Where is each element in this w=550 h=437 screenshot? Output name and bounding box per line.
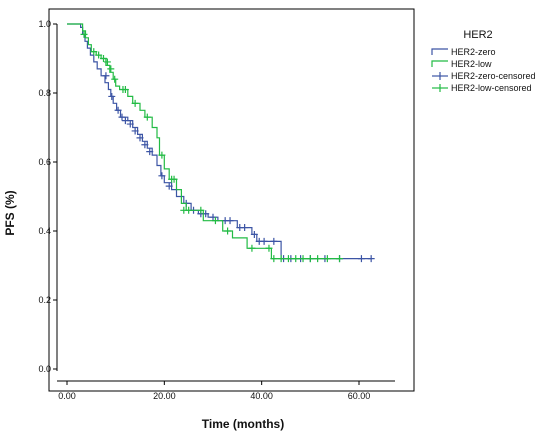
her2-zero-line	[67, 23, 372, 260]
her2-low-censor-mark	[170, 175, 178, 183]
her2-low-censor-mark	[292, 255, 300, 263]
her2-low-censor-mark	[211, 217, 219, 225]
her2-low-censor-mark	[158, 151, 166, 159]
x-axis-title: Time (months)	[202, 417, 284, 431]
her2-zero-censor-mark	[158, 172, 166, 180]
her2-zero-censor-mark	[165, 182, 173, 190]
her2-low-censor-mark	[323, 255, 331, 263]
her2-zero-censor-mark	[226, 217, 234, 225]
her2-low-censor-mark	[224, 227, 232, 235]
her2-low-censor-mark	[121, 86, 129, 94]
legend: HER2 HER2-zero HER2-low HER2-zero-censored…	[431, 29, 536, 93]
legend-label: HER2-low-censored	[451, 83, 532, 93]
y-tick-label: 0.6	[38, 157, 51, 167]
plot-area: 0.0 0.2 0.4 0.6 0.8 1.0 0.00 20.00 40.00 60.00	[38, 8, 415, 401]
her2-low-censor-mark	[185, 206, 193, 214]
her2-low-censor-mark	[299, 255, 307, 263]
x-tick-label: 60.00	[348, 391, 371, 401]
her2-low-censor-mark	[248, 244, 256, 252]
her2-zero-censor-mark	[136, 134, 144, 142]
y-axis-title: PFS (%)	[3, 190, 17, 235]
her2-zero-censor-mark	[357, 255, 365, 263]
legend-title: HER2	[463, 29, 492, 41]
legend-label: HER2-zero	[451, 47, 496, 57]
her2-zero-censor-mark	[250, 230, 258, 238]
her2-zero-censor-mark	[146, 148, 154, 156]
her2-zero-censor-mark	[114, 106, 122, 114]
her2-low-censor-mark	[197, 206, 205, 214]
her2-zero-censor-mark	[121, 117, 129, 125]
y-tick-label: 0.0	[38, 364, 51, 374]
x-tick-label: 40.00	[250, 391, 273, 401]
x-tick-label: 20.00	[153, 391, 176, 401]
her2-low-censor-mark	[265, 244, 273, 252]
her2-low-censor-mark	[80, 30, 88, 38]
y-tick-label: 0.4	[38, 226, 51, 236]
y-tick-label: 0.2	[38, 295, 51, 305]
her2-zero-censor-mark	[260, 237, 268, 245]
her2-zero-censor-mark	[108, 92, 116, 100]
legend-item-her2-low-censored: HER2-low-censored	[432, 83, 532, 93]
her2-zero-censor-mark	[367, 255, 375, 263]
her2-zero-censor-mark	[270, 237, 278, 245]
legend-item-her2-low: HER2-low	[431, 59, 492, 69]
plot-frame	[48, 8, 415, 392]
y-tick-label: 0.8	[38, 88, 51, 98]
her2-low-censor-mark	[111, 75, 119, 83]
legend-swatch	[431, 48, 448, 55]
her2-low-censor-mark	[107, 65, 115, 73]
her2-low-censor-mark	[306, 255, 314, 263]
her2-low-censor-mark	[95, 51, 103, 59]
her2-low-censor-mark	[143, 113, 151, 121]
her2-low-censor-mark	[336, 255, 344, 263]
her2-low-censor-mark	[277, 255, 285, 263]
her2-low-censor-mark	[270, 255, 278, 263]
legend-item-her2-zero: HER2-zero	[431, 47, 496, 57]
legend-label: HER2-zero-censored	[451, 71, 536, 81]
legend-swatch	[431, 60, 448, 67]
her2-zero-censor-mark	[118, 113, 126, 121]
her2-zero-censor-mark	[241, 224, 249, 232]
her2-zero-censor-mark	[126, 120, 134, 128]
her2-low-censor-mark	[284, 255, 292, 263]
her2-low-censor-mark	[103, 58, 111, 66]
y-tick-label: 1.0	[38, 19, 51, 29]
legend-items: HER2-zero HER2-low HER2-zero-censored HER2-…	[431, 47, 536, 93]
her2-low-censor-mark	[90, 48, 98, 56]
series-her2-zero	[67, 23, 375, 263]
her2-zero-censor-mark	[102, 72, 110, 80]
x-tick-label: 0.00	[58, 391, 76, 401]
her2-low-censor-mark	[314, 255, 322, 263]
her2-low-censor-mark	[100, 55, 107, 62]
legend-label: HER2-low	[451, 59, 492, 69]
her2-zero-censor-mark	[141, 141, 149, 149]
her2-low-censor-mark	[131, 99, 139, 107]
legend-item-her2-zero-censored: HER2-zero-censored	[432, 71, 536, 81]
her2-zero-censor-mark	[131, 127, 139, 135]
series-her2-low	[67, 23, 344, 263]
